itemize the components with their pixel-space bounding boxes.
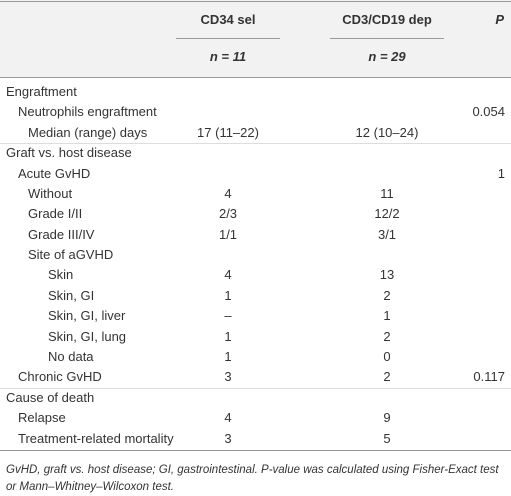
row-label: Site of aGVHD [28,247,114,262]
cell: 4 [224,410,232,425]
row-label: Skin, GI, lung [48,329,127,344]
sample-size: n = 29 [368,49,406,64]
row-label: Without [28,186,73,201]
cell: 2 [383,288,391,303]
row-label: Skin, GI [48,288,95,303]
cell: 0.117 [473,369,505,384]
row-label: Chronic GvHD [18,369,102,384]
cell: 3/1 [377,227,397,242]
cell: 1 [497,166,505,181]
cell: 1 [224,349,232,364]
cell: 4 [224,267,232,282]
cell: 4 [224,186,232,201]
column-header: P [495,12,504,27]
rule [0,388,511,389]
cell: 2 [383,369,391,384]
cell: 12/2 [374,206,400,221]
row-label: Grade I/II [28,206,83,221]
row-label: Neutrophils engraftment [18,104,157,119]
cell: 2 [383,329,391,344]
cell: 0.054 [472,104,505,119]
cell: 12 (10–24) [355,125,419,140]
row-label: Treatment-related mortality [18,431,174,446]
cell: 2/3 [218,206,238,221]
row-label: Graft vs. host disease [6,145,132,160]
column-header: CD34 sel [200,12,256,27]
cell: 17 (11–22) [197,125,259,140]
cell: 1 [383,308,391,323]
cell: 1 [224,329,232,344]
rule [0,77,511,78]
cell: 13 [379,267,395,282]
cell: 5 [383,431,391,446]
row-label: Grade III/IV [28,227,95,242]
row-label: Acute GvHD [18,166,91,181]
footnote: GvHD, graft vs. host disease; GI, gastro… [6,464,499,493]
rule [330,38,444,39]
sample-size: n = 11 [209,49,247,64]
row-label: Median (range) days [28,125,148,140]
cell: 9 [383,410,391,425]
row-label: No data [48,349,94,364]
row-label: Relapse [18,410,66,425]
cell: 0 [383,349,391,364]
cell: 1/1 [218,227,238,242]
header-background [0,0,511,78]
cell: 11 [380,186,394,201]
cell: 3 [224,369,232,384]
cell: 3 [224,431,232,446]
column-header: CD3/CD19 dep [342,12,432,27]
rule [176,38,280,39]
row-label: Engraftment [6,84,77,99]
rule [0,1,511,2]
cell: 1 [224,288,232,303]
row-label: Skin, GI, liver [48,308,126,323]
row-label: Skin [48,267,74,282]
cell: – [224,308,232,323]
row-label: Cause of death [6,390,95,405]
rule [0,143,511,144]
rule [0,450,511,451]
